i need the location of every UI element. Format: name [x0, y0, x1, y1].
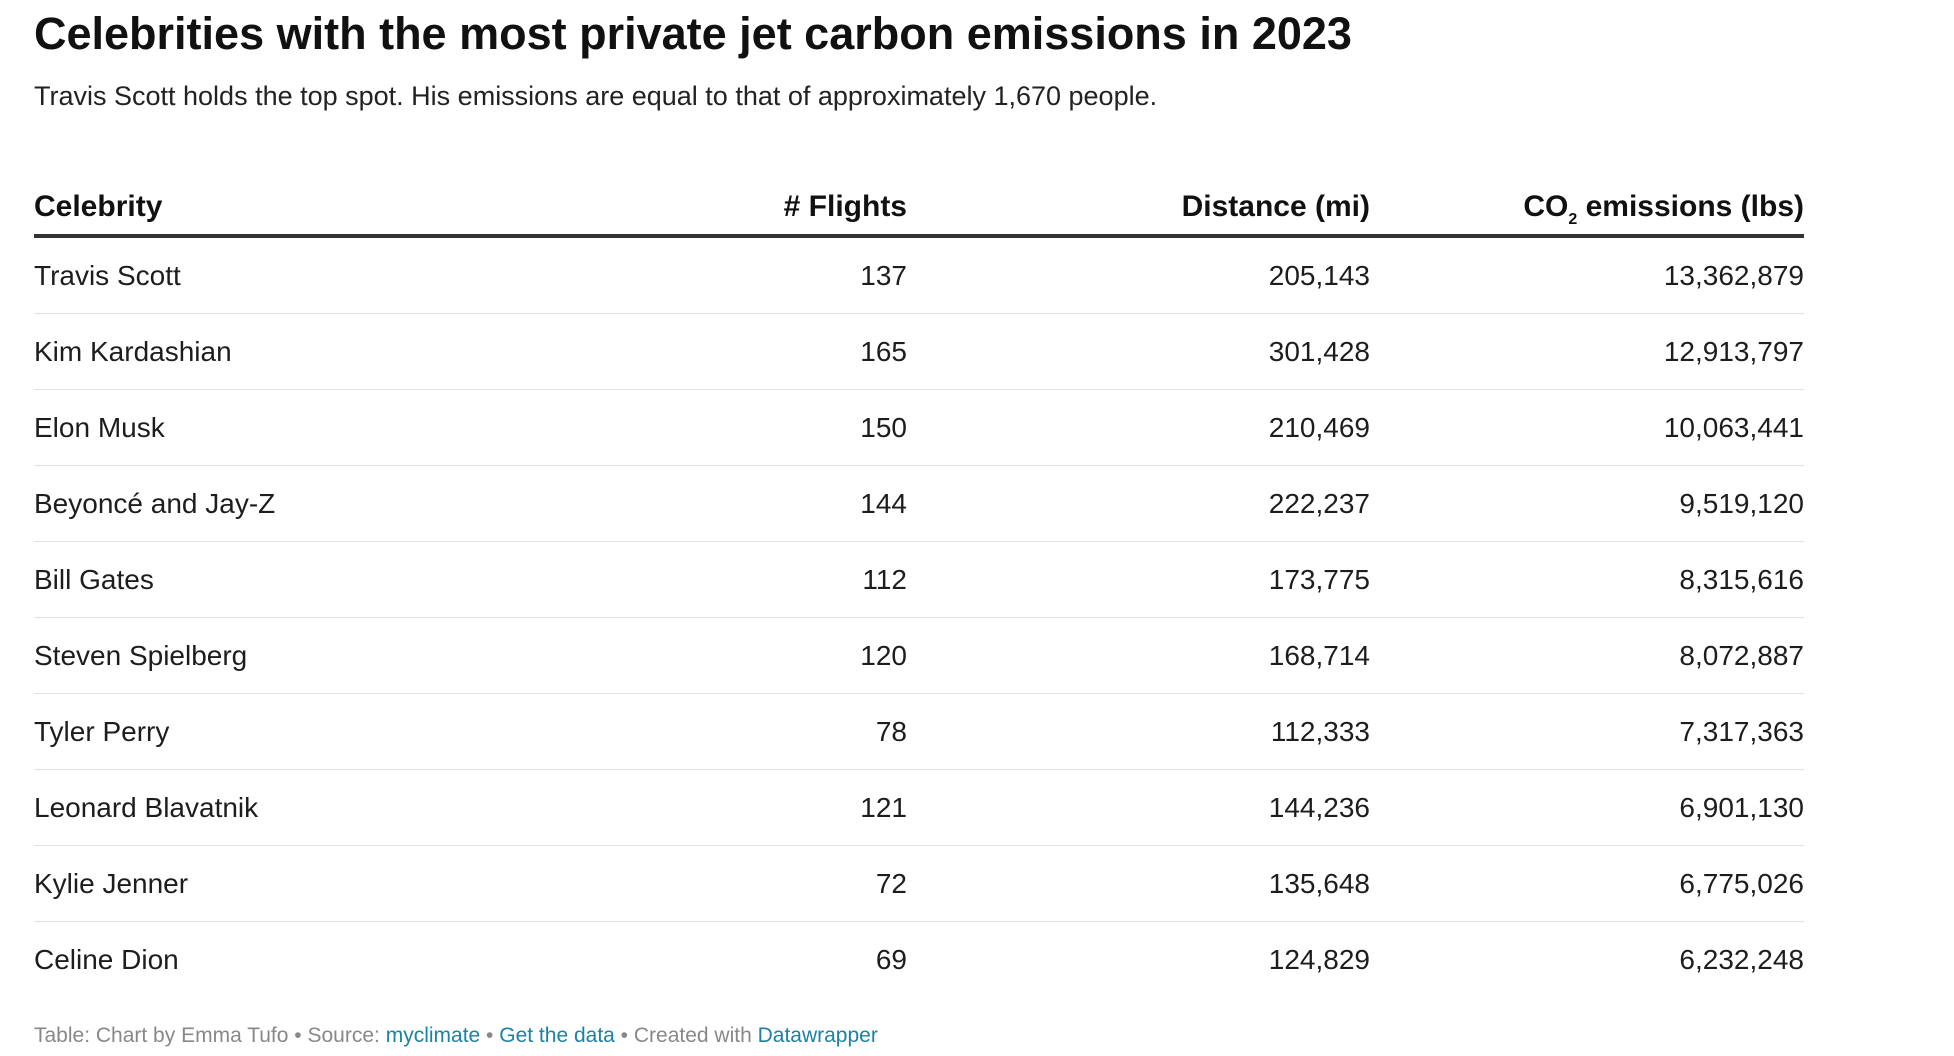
- cell-celebrity: Kylie Jenner: [34, 845, 684, 922]
- cell-emissions: 10,063,441: [1370, 389, 1804, 466]
- cell-emissions: 9,519,120: [1370, 465, 1804, 542]
- cell-distance: 205,143: [907, 236, 1370, 314]
- cell-celebrity: Leonard Blavatnik: [34, 769, 684, 846]
- footer-separator: •: [288, 1024, 308, 1047]
- datawrapper-link[interactable]: Datawrapper: [757, 1024, 878, 1047]
- cell-flights: 121: [684, 769, 907, 846]
- cell-celebrity: Travis Scott: [34, 236, 684, 314]
- cell-distance: 124,829: [1268, 943, 1370, 975]
- table-credit: Table: Chart by Emma Tufo: [34, 1024, 289, 1047]
- emissions-header-prefix: CO: [1523, 190, 1569, 223]
- emissions-header-subscript: 2: [1568, 211, 1578, 228]
- cell-flights: 137: [684, 236, 907, 314]
- column-header-distance[interactable]: Distance (mi): [907, 160, 1370, 238]
- table-row: Leonard Blavatnik 121 144,236 6,901,130: [34, 769, 1804, 846]
- source-link[interactable]: myclimate: [385, 1024, 481, 1047]
- column-header-celebrity[interactable]: Celebrity: [34, 160, 684, 238]
- table-row: Celine Dion 69 124,829 6,232,248: [34, 922, 1804, 998]
- cell-celebrity: Kim Kardashian: [34, 313, 684, 390]
- cell-celebrity: Celine Dion: [34, 943, 179, 975]
- cell-flights: 72: [684, 845, 907, 922]
- cell-emissions: 8,072,887: [1370, 617, 1804, 694]
- emissions-header-suffix: emissions (lbs): [1577, 190, 1804, 223]
- footer-separator: •: [614, 1024, 634, 1047]
- table-body: Travis Scott 137 205,143 13,362,879 Kim Kard…: [34, 236, 1804, 997]
- cell-distance: 168,714: [907, 617, 1370, 694]
- cell-celebrity: Steven Spielberg: [34, 617, 684, 694]
- cell-distance: 135,648: [907, 845, 1370, 922]
- table-row: Travis Scott 137 205,143 13,362,879: [34, 236, 1804, 314]
- cell-celebrity: Tyler Perry: [34, 693, 684, 770]
- cell-distance: 301,428: [907, 313, 1370, 390]
- cell-celebrity: Bill Gates: [34, 541, 684, 618]
- table-row: Bill Gates 112 173,775 8,315,616: [34, 541, 1804, 618]
- cell-distance: 173,775: [907, 541, 1370, 618]
- cell-flights: 120: [684, 617, 907, 694]
- chart-footer: Table: Chart by Emma Tufo • Source: mycl…: [34, 1024, 878, 1048]
- header-row: Celebrity # Flights Distance (mi) CO2 em…: [34, 160, 1804, 238]
- cell-flights: 165: [684, 313, 907, 390]
- column-header-flights[interactable]: # Flights: [684, 160, 907, 238]
- cell-emissions: 7,317,363: [1370, 693, 1804, 770]
- cell-emissions: 8,315,616: [1370, 541, 1804, 618]
- table-row: Kylie Jenner 72 135,648 6,775,026: [34, 845, 1804, 922]
- cell-emissions: 6,775,026: [1370, 845, 1804, 922]
- cell-emissions: 12,913,797: [1370, 313, 1804, 390]
- cell-flights: 150: [684, 389, 907, 466]
- data-table: Celebrity # Flights Distance (mi) CO2 em…: [34, 160, 1804, 997]
- column-header-emissions[interactable]: CO2 emissions (lbs): [1370, 160, 1804, 238]
- cell-emissions: 13,362,879: [1370, 236, 1804, 314]
- table-row: Tyler Perry 78 112,333 7,317,363: [34, 693, 1804, 770]
- get-the-data-link[interactable]: Get the data: [499, 1024, 615, 1047]
- cell-flights: 144: [684, 465, 907, 542]
- cell-flights: 69: [875, 943, 907, 975]
- cell-celebrity: Elon Musk: [34, 389, 684, 466]
- table-header: Celebrity # Flights Distance (mi) CO2 em…: [34, 160, 1804, 238]
- chart-title: Celebrities with the most private jet ca…: [34, 8, 1352, 59]
- cell-celebrity: Beyoncé and Jay-Z: [34, 465, 684, 542]
- cell-distance: 210,469: [907, 389, 1370, 466]
- cell-emissions: 6,901,130: [1370, 769, 1804, 846]
- cell-emissions: 6,232,248: [1679, 943, 1804, 975]
- cell-flights: 78: [684, 693, 907, 770]
- table-row: Kim Kardashian 165 301,428 12,913,797: [34, 313, 1804, 390]
- cell-flights: 112: [684, 541, 907, 618]
- cell-distance: 222,237: [907, 465, 1370, 542]
- chart-subtitle: Travis Scott holds the top spot. His emi…: [34, 81, 1158, 111]
- table-row: Beyoncé and Jay-Z 144 222,237 9,519,120: [34, 465, 1804, 542]
- footer-separator: •: [480, 1024, 500, 1047]
- table-row: Elon Musk 150 210,469 10,063,441: [34, 389, 1804, 466]
- cell-distance: 144,236: [907, 769, 1370, 846]
- source-label: Source:: [307, 1024, 386, 1047]
- created-with-label: Created with: [633, 1024, 758, 1047]
- table-row: Steven Spielberg 120 168,714 8,072,887: [34, 617, 1804, 694]
- cell-distance: 112,333: [907, 693, 1370, 770]
